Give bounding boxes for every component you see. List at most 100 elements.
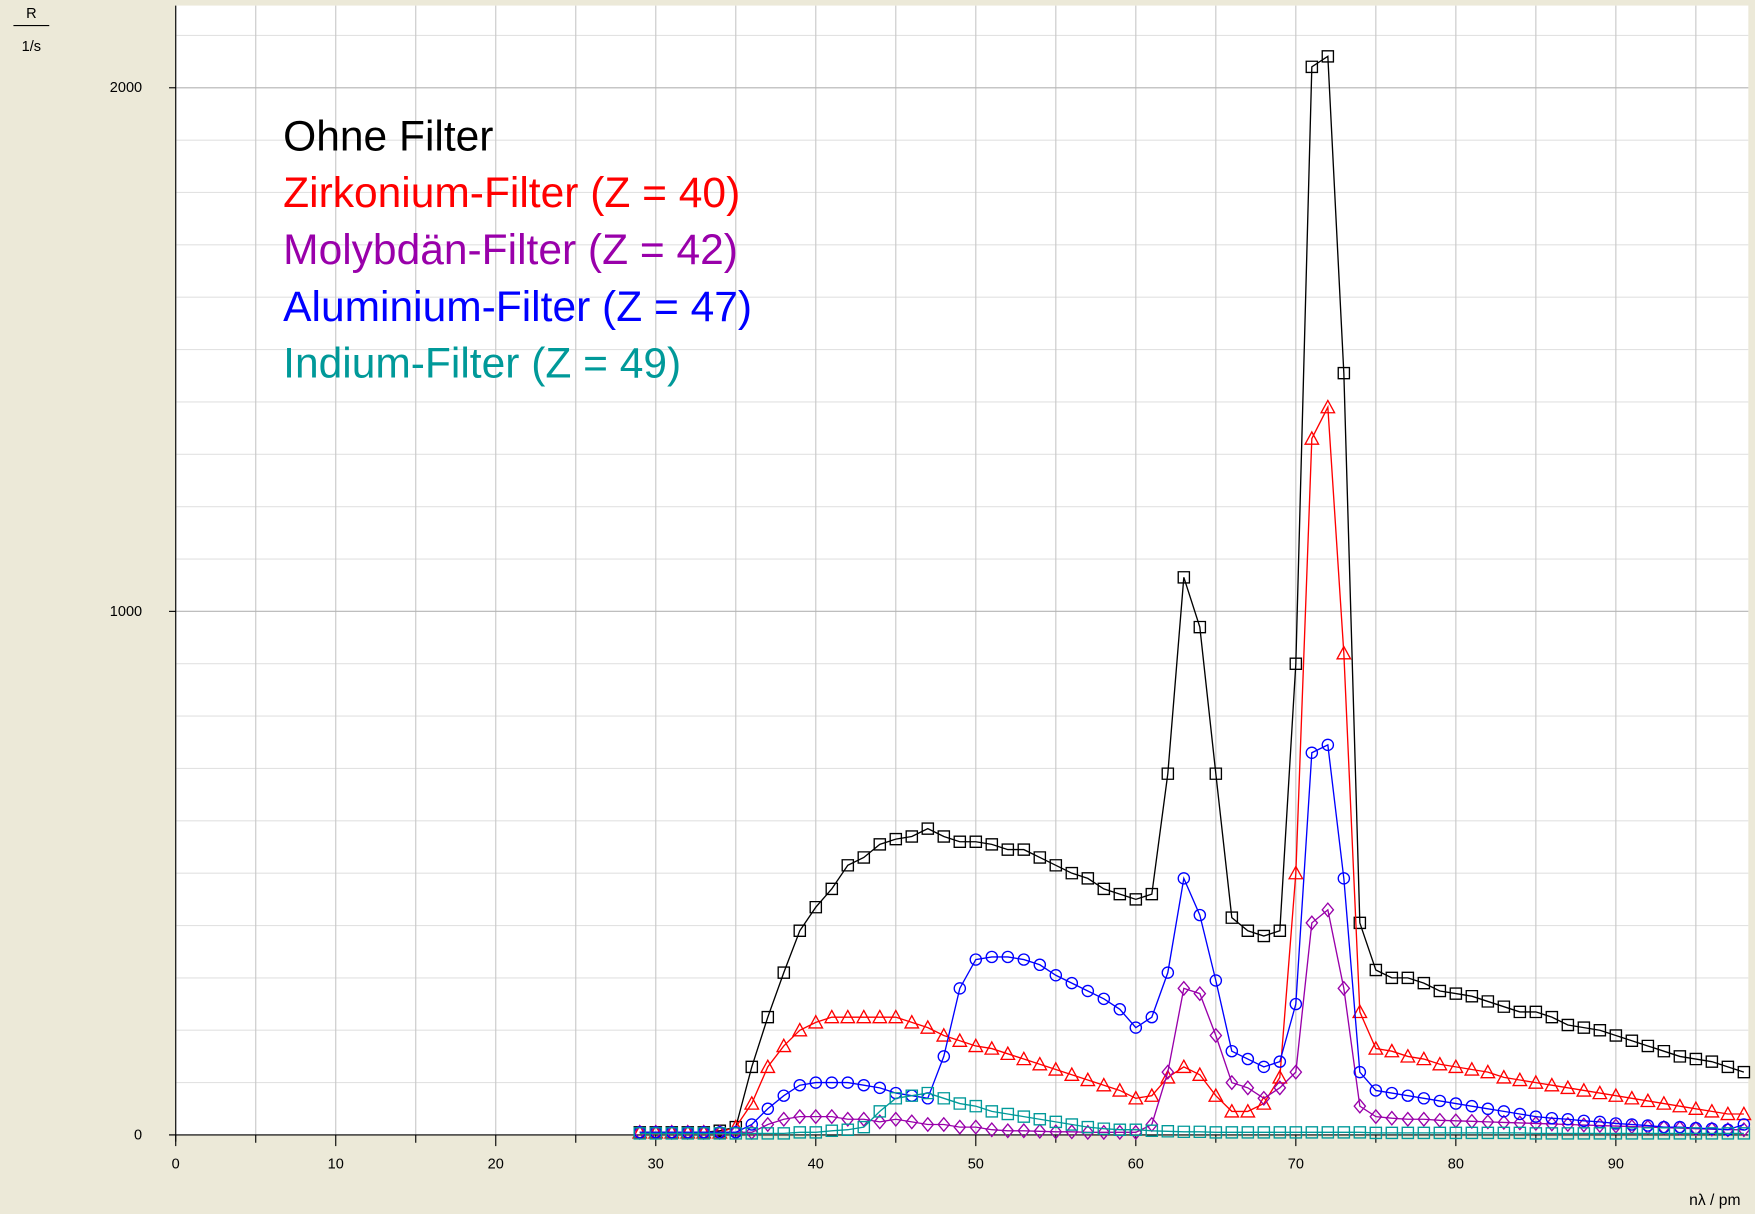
- marker: [841, 1076, 855, 1089]
- marker: [1417, 1126, 1431, 1140]
- marker: [1159, 1069, 1176, 1084]
- marker: [793, 1126, 807, 1139]
- marker: [1689, 1120, 1703, 1137]
- marker: [1689, 1127, 1703, 1140]
- marker: [1449, 1126, 1463, 1140]
- marker: [1415, 1050, 1432, 1066]
- marker: [1241, 924, 1255, 937]
- marker: [745, 1060, 759, 1074]
- marker: [1241, 1052, 1255, 1066]
- marker: [777, 966, 791, 979]
- marker: [873, 838, 887, 851]
- marker: [1111, 1082, 1128, 1097]
- marker: [1143, 1087, 1160, 1102]
- x-tick-label: 10: [328, 1156, 344, 1172]
- marker: [729, 1127, 743, 1140]
- marker: [1145, 887, 1159, 901]
- marker: [1001, 843, 1015, 856]
- marker: [1097, 882, 1111, 896]
- marker: [1479, 1064, 1496, 1079]
- marker: [1561, 1018, 1575, 1032]
- marker: [1161, 966, 1175, 979]
- series-line: [639, 743, 1745, 1134]
- marker: [1033, 958, 1047, 972]
- marker: [1593, 1024, 1607, 1037]
- legend-entry: Aluminium-Filter (Z = 47): [283, 283, 752, 330]
- marker: [841, 859, 855, 872]
- marker: [793, 1078, 807, 1092]
- marker: [1737, 1118, 1751, 1131]
- marker: [1351, 1003, 1368, 1019]
- marker: [1065, 976, 1079, 990]
- marker: [1593, 1127, 1607, 1140]
- marker: [1433, 1126, 1447, 1140]
- marker: [1529, 1110, 1543, 1123]
- marker: [921, 822, 935, 835]
- marker: [1383, 1043, 1400, 1058]
- marker: [1095, 1077, 1112, 1092]
- marker: [1079, 1071, 1096, 1087]
- marker: [1321, 1126, 1335, 1139]
- plot-area: [175, 5, 1749, 1135]
- marker: [1705, 1055, 1719, 1068]
- marker: [1720, 1105, 1736, 1121]
- marker: [1497, 1126, 1511, 1140]
- marker: [1177, 1125, 1191, 1139]
- marker: [1305, 915, 1319, 931]
- marker: [1577, 1114, 1591, 1128]
- marker: [919, 1019, 936, 1034]
- marker: [1465, 1126, 1479, 1140]
- marker: [1688, 1100, 1704, 1116]
- legend-entry: Indium-Filter (Z = 49): [283, 340, 681, 387]
- marker: [1225, 911, 1239, 924]
- marker: [1353, 1065, 1367, 1079]
- marker: [713, 1127, 727, 1140]
- y-tick-label: 2000: [110, 80, 142, 96]
- marker: [1513, 1126, 1527, 1140]
- marker: [1257, 1060, 1271, 1074]
- legend-entry: Ohne Filter: [283, 112, 493, 159]
- marker: [1497, 1000, 1511, 1013]
- marker: [649, 1127, 663, 1140]
- marker: [681, 1127, 695, 1140]
- marker: [1321, 50, 1335, 63]
- marker: [1528, 1074, 1544, 1089]
- marker: [1193, 985, 1207, 1002]
- marker: [1321, 902, 1335, 918]
- marker: [807, 1014, 824, 1029]
- marker: [1673, 1120, 1687, 1136]
- marker: [1545, 1127, 1559, 1140]
- marker: [1049, 969, 1063, 982]
- marker: [1225, 1044, 1239, 1058]
- marker: [905, 1089, 919, 1102]
- marker: [1209, 974, 1223, 987]
- marker: [1449, 1097, 1463, 1110]
- marker: [937, 1050, 951, 1063]
- series-line: [639, 404, 1744, 1134]
- marker: [1672, 1098, 1688, 1113]
- marker: [1335, 645, 1352, 660]
- marker: [1223, 1103, 1240, 1118]
- marker: [1273, 1080, 1287, 1096]
- marker: [1673, 1120, 1687, 1134]
- marker: [1161, 1125, 1175, 1138]
- marker: [1401, 1089, 1415, 1102]
- marker: [857, 851, 871, 864]
- marker: [983, 1040, 1000, 1055]
- marker: [791, 1022, 808, 1037]
- marker: [1417, 1111, 1431, 1127]
- marker: [1561, 1113, 1575, 1126]
- marker: [1385, 1086, 1399, 1100]
- marker: [1481, 995, 1495, 1008]
- marker: [1401, 971, 1415, 985]
- marker: [743, 1095, 760, 1110]
- marker: [999, 1045, 1016, 1061]
- marker: [1033, 1113, 1047, 1126]
- marker: [1063, 1066, 1080, 1081]
- marker: [1576, 1082, 1592, 1097]
- marker: [889, 832, 903, 846]
- marker: [1657, 1127, 1671, 1140]
- series-line: [639, 55, 1745, 1134]
- marker: [857, 1120, 871, 1134]
